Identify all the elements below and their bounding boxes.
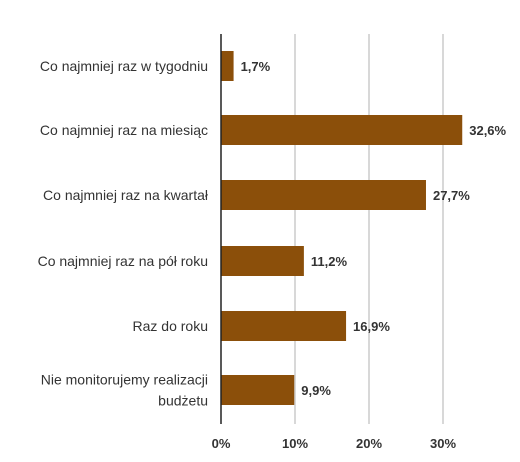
bar	[221, 375, 295, 405]
category-label-line: Co najmniej raz na pół roku	[38, 253, 208, 269]
x-tick-label: 30%	[430, 436, 456, 451]
category-label-line: Co najmniej raz na miesiąc	[40, 122, 208, 138]
x-tick-label: 20%	[356, 436, 382, 451]
category-label: Raz do roku	[133, 318, 208, 334]
x-tick-label: 0%	[212, 436, 231, 451]
bar-value-label: 11,2%	[311, 254, 348, 269]
bar	[221, 311, 347, 341]
x-tick-label: 10%	[282, 436, 308, 451]
bar-value-label: 32,6%	[469, 123, 506, 138]
bar	[221, 180, 426, 210]
grid-layer	[294, 34, 444, 424]
bar	[221, 51, 234, 81]
category-label-line: budżetu	[158, 393, 208, 409]
bar-value-label: 9,9%	[301, 383, 331, 398]
bar-value-label: 16,9%	[353, 319, 390, 334]
bar-value-label: 1,7%	[241, 59, 271, 74]
bar	[221, 115, 463, 145]
category-label: Co najmniej raz w tygodniu	[40, 58, 208, 74]
category-label: Co najmniej raz na pół roku	[38, 253, 208, 269]
bar	[221, 246, 304, 276]
category-label: Nie monitorujemy realizacji budżetu	[41, 372, 208, 409]
label-layer: 0% 10% 20% 30% 1,7% Co najmniej raz w tygodni…	[38, 58, 507, 451]
category-label-line: Co najmniej raz w tygodniu	[40, 58, 208, 74]
bar-layer	[221, 51, 463, 405]
category-label: Co najmniej raz na kwartał	[43, 187, 209, 203]
category-label-line: Co najmniej raz na kwartał	[43, 187, 209, 203]
category-label-line: Nie monitorujemy realizacji	[41, 372, 208, 388]
bar-value-label: 27,7%	[433, 188, 470, 203]
category-label-line: Raz do roku	[133, 318, 208, 334]
category-label: Co najmniej raz na miesiąc	[40, 122, 208, 138]
